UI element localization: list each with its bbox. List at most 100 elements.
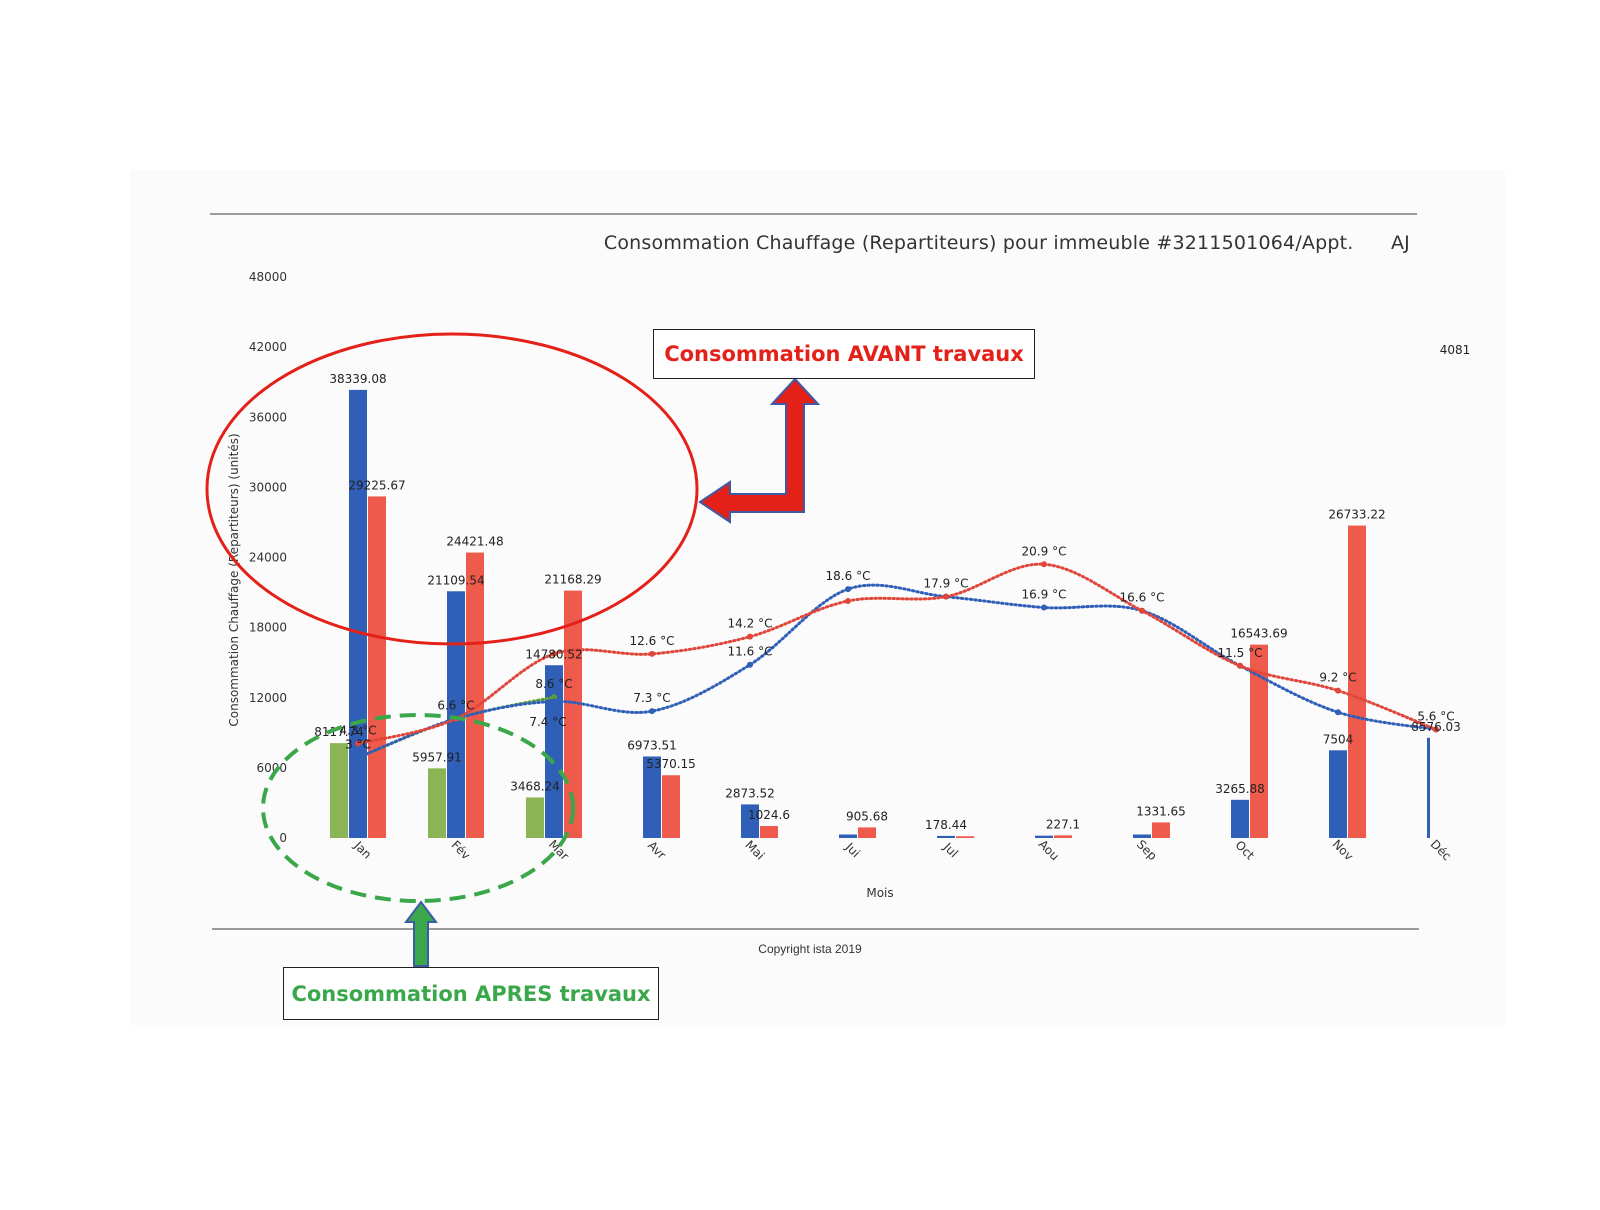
temperature-label: 17.9 °C — [924, 577, 969, 591]
bar-value-label: 14780.52 — [525, 647, 582, 661]
temperature-label: 18.6 °C — [826, 569, 871, 583]
temperature-label: 8.6 °C — [535, 677, 572, 691]
temperature-label: 4.3 °C — [339, 724, 376, 738]
temperature-point — [1237, 662, 1243, 669]
x-tick-label: Nov — [1330, 837, 1356, 863]
bar — [1035, 835, 1053, 838]
temperature-label: 6.6 °C — [437, 699, 474, 713]
bar-value-label: 3468.24 — [510, 779, 560, 793]
bar-value-label: 16543.69 — [1230, 627, 1287, 641]
x-tick-label: Aou — [1036, 837, 1062, 863]
x-tick-label: Jan — [351, 838, 375, 862]
bar — [839, 834, 857, 838]
bar — [741, 804, 759, 838]
bar-value-label: 26733.22 — [1328, 508, 1385, 522]
bar — [447, 591, 465, 838]
temperature-line — [356, 562, 1438, 746]
bar — [526, 797, 544, 838]
temperature-point — [1041, 604, 1047, 611]
bar-value-label: 5957.91 — [412, 750, 462, 764]
y-tick-label: 24000 — [249, 551, 287, 565]
temperature-label: 3 °C — [345, 738, 371, 752]
bar — [1329, 750, 1347, 838]
temperature-point — [1041, 561, 1047, 568]
temperature-label: 7.3 °C — [633, 691, 670, 705]
bar — [858, 827, 876, 838]
temperature-point — [1335, 687, 1341, 694]
bar-value-label: 21109.54 — [427, 573, 484, 587]
bar — [1231, 799, 1249, 838]
temperature-point — [747, 633, 753, 640]
temperature-label: 14.2 °C — [728, 617, 773, 631]
y-tick-label: 48000 — [249, 270, 287, 284]
callout-apres-travaux: Consommation APRES travaux — [283, 967, 659, 1020]
bar — [428, 768, 446, 838]
temperature-point — [845, 598, 851, 604]
temperature-point — [1433, 726, 1439, 733]
temperature-point — [355, 740, 361, 747]
temperature-label: 20.9 °C — [1022, 544, 1067, 558]
bar-value-label: 5370.15 — [646, 757, 696, 771]
bar-value-label: 8117.74 — [314, 725, 364, 739]
bar-value-label: 8576.03 — [1411, 720, 1461, 734]
y-tick-label: 42000 — [249, 340, 287, 354]
temperature-point — [355, 754, 361, 761]
x-tick-label: Avr — [645, 838, 669, 862]
x-tick-label: Fév — [449, 838, 474, 863]
bar — [330, 743, 348, 838]
bar — [368, 496, 386, 838]
chart-title: Consommation Chauffage (Repartiteurs) po… — [603, 232, 1410, 254]
y-tick-label: 36000 — [249, 410, 287, 424]
bar — [662, 775, 680, 838]
temperature-point — [845, 586, 851, 593]
temperature-label: 11.6 °C — [728, 645, 773, 659]
temperature-point — [943, 593, 949, 600]
bar — [545, 665, 563, 838]
avant-highlight-ellipse — [205, 332, 699, 646]
temperature-label: 16.6 °C — [1120, 591, 1165, 605]
y-tick-label: 0 — [279, 831, 287, 845]
y-axis-title: Consommation Chauffage (Repartiteurs) (u… — [227, 433, 241, 726]
bar-value-label: 3265.88 — [1215, 782, 1265, 796]
apres-highlight-ellipse — [261, 713, 575, 903]
bar — [1427, 737, 1430, 838]
temperature-point — [649, 650, 655, 657]
temperature-point — [1139, 607, 1145, 614]
temperature-point — [747, 661, 753, 668]
apres-arrow-icon — [404, 900, 438, 967]
bar-value-label: 29225.67 — [348, 478, 405, 492]
bar-value-label: 4081 — [1440, 343, 1471, 357]
bar — [1446, 361, 1464, 838]
x-axis-title: Mois — [866, 886, 893, 900]
bar — [349, 389, 367, 838]
bar — [564, 590, 582, 838]
bar-value-label: 38339.08 — [329, 372, 386, 386]
temperature-line — [356, 583, 1438, 760]
copyright-footer: Copyright ista 2019 — [758, 942, 862, 956]
bar — [643, 756, 661, 838]
bar-value-label: 1024.6 — [748, 808, 790, 822]
bottom-rule — [212, 928, 1419, 930]
temperature-label: 9.2 °C — [1319, 671, 1356, 685]
x-tick-label: Jui — [842, 839, 863, 860]
bar — [466, 552, 484, 838]
y-tick-label: 18000 — [249, 621, 287, 635]
x-tick-label: Mai — [742, 838, 767, 863]
x-tick-label: Sep — [1134, 837, 1160, 863]
bar — [956, 836, 974, 838]
x-tick-label: Déc — [1428, 837, 1454, 863]
temperature-label: 12.6 °C — [630, 634, 675, 648]
bar — [937, 835, 955, 838]
bar — [1152, 822, 1170, 838]
chart-title-suffix: AJ — [1390, 232, 1410, 254]
bar-value-label: 24421.48 — [446, 535, 503, 549]
y-tick-label: 12000 — [249, 691, 287, 705]
temperature-label: 7.4 °C — [529, 715, 566, 729]
x-tick-label: Jul — [940, 839, 961, 860]
bar — [760, 826, 778, 838]
bar-value-label: 1331.65 — [1136, 804, 1186, 818]
temperature-label: 5.6 °C — [1417, 710, 1454, 724]
bar — [1250, 644, 1268, 838]
bar-value-label: 178.44 — [925, 818, 967, 832]
